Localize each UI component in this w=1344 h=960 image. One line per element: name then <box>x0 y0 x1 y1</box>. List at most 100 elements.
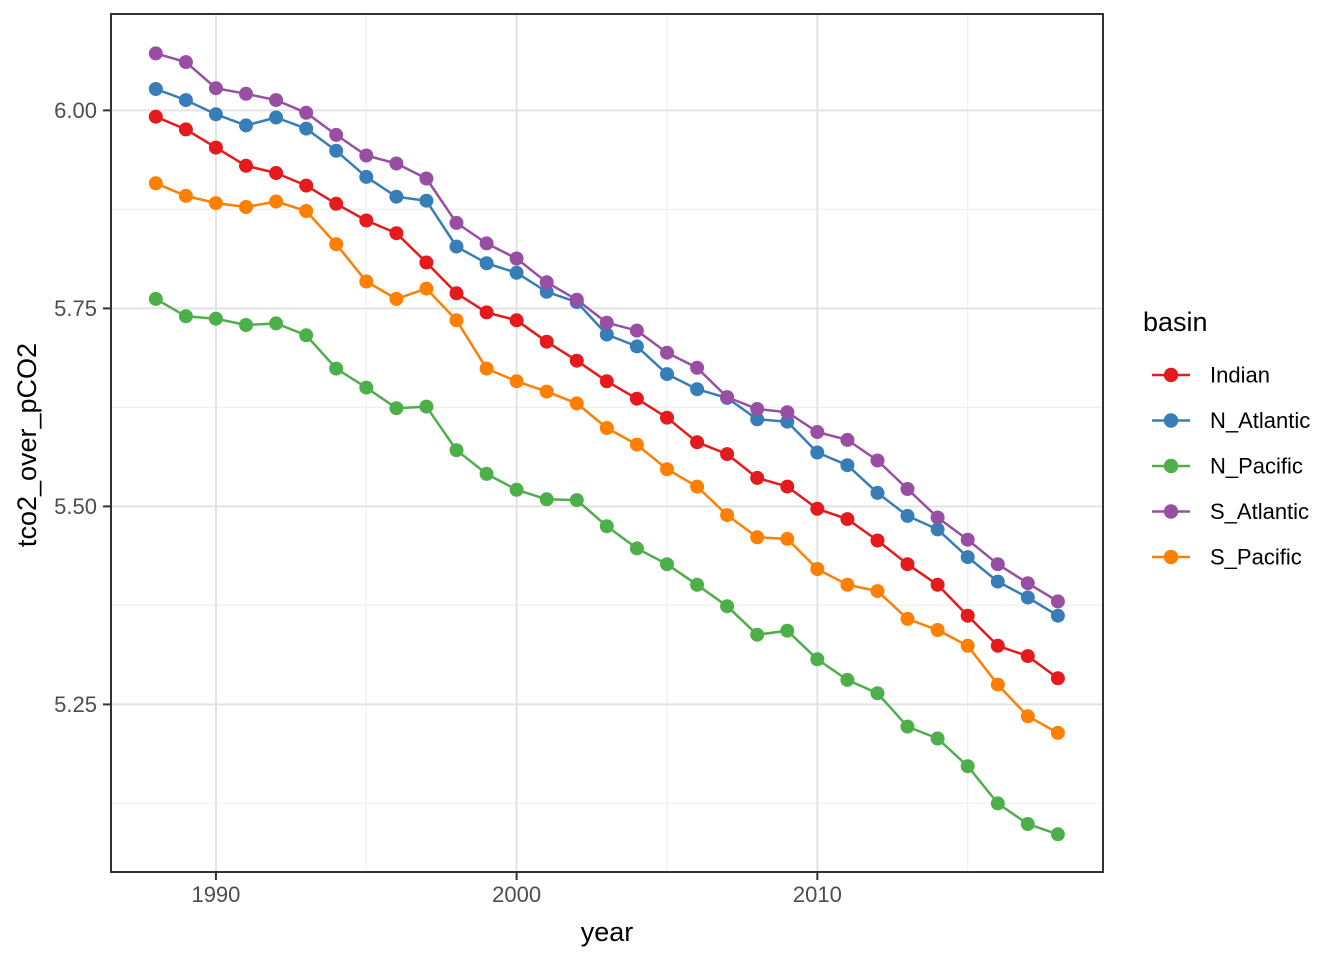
data-point-s_pacific <box>449 313 464 328</box>
data-point-s_atlantic <box>1050 594 1065 609</box>
data-point-n_atlantic <box>389 189 404 204</box>
data-point-s_pacific <box>539 384 554 399</box>
data-point-s_atlantic <box>750 402 765 416</box>
data-point-indian <box>690 435 705 450</box>
legend-label: Indian <box>1210 363 1270 388</box>
data-point-indian <box>1050 671 1065 686</box>
data-point-indian <box>780 479 795 494</box>
y-axis-title: tco2_over_pCO2 <box>12 343 42 547</box>
data-point-indian <box>569 353 584 368</box>
data-point-indian <box>840 512 855 527</box>
data-point-n_pacific <box>539 492 554 507</box>
data-point-n_atlantic <box>840 458 855 473</box>
data-point-indian <box>660 410 674 425</box>
data-point-n_pacific <box>359 380 374 395</box>
data-point-s_pacific <box>990 677 1005 692</box>
data-point-n_pacific <box>329 361 344 376</box>
data-point-n_atlantic <box>208 107 223 122</box>
legend-title: basin <box>1143 307 1208 337</box>
data-point-n_pacific <box>990 796 1005 811</box>
data-point-n_atlantic <box>900 508 915 523</box>
data-point-s_atlantic <box>569 292 584 307</box>
data-point-s_pacific <box>810 562 825 576</box>
data-point-s_pacific <box>329 237 344 252</box>
grid-major-lines <box>111 14 1103 872</box>
data-point-n_pacific <box>569 493 584 508</box>
data-point-s_atlantic <box>539 275 554 290</box>
data-point-s_pacific <box>419 281 434 296</box>
legend-label: N_Pacific <box>1210 454 1303 479</box>
data-point-indian <box>419 255 434 270</box>
data-point-s_pacific <box>208 196 223 211</box>
data-point-s_pacific <box>389 291 404 306</box>
data-point-s_atlantic <box>299 105 314 120</box>
data-point-indian <box>479 305 494 320</box>
data-point-n_atlantic <box>870 485 885 500</box>
x-tick-label: 2010 <box>793 882 842 907</box>
data-point-s_pacific <box>690 479 705 494</box>
data-point-indian <box>239 158 253 173</box>
data-point-indian <box>449 286 464 301</box>
data-point-indian <box>750 470 765 485</box>
data-point-n_pacific <box>870 686 885 701</box>
x-tick-label: 2000 <box>492 882 541 907</box>
data-point-n_atlantic <box>960 550 975 565</box>
data-point-s_atlantic <box>629 323 644 338</box>
data-point-s_atlantic <box>840 432 855 447</box>
data-point-n_atlantic <box>509 265 524 280</box>
data-point-s_atlantic <box>269 93 284 108</box>
data-point-s_pacific <box>599 421 614 435</box>
data-point-n_atlantic <box>660 367 674 382</box>
data-point-n_pacific <box>660 557 674 572</box>
legend-key-point <box>1163 413 1179 428</box>
data-point-n_pacific <box>239 318 253 332</box>
data-point-n_atlantic <box>449 239 464 254</box>
data-point-n_pacific <box>840 672 855 687</box>
data-point-s_atlantic <box>1020 576 1035 591</box>
data-point-s_pacific <box>1020 709 1035 724</box>
data-point-n_pacific <box>810 652 825 667</box>
legend-item-n_pacific: N_Pacific <box>1152 454 1303 479</box>
data-point-n_atlantic <box>1050 608 1065 623</box>
data-point-n_pacific <box>690 577 705 592</box>
data-point-indian <box>509 313 524 328</box>
data-point-s_pacific <box>509 374 524 389</box>
data-point-n_pacific <box>960 759 975 774</box>
data-point-indian <box>389 226 404 241</box>
data-point-s_atlantic <box>900 482 915 496</box>
data-point-s_atlantic <box>990 557 1005 572</box>
legend-key-point <box>1163 458 1179 474</box>
data-point-s_atlantic <box>178 55 193 70</box>
data-point-s_atlantic <box>359 148 374 163</box>
data-point-s_pacific <box>359 274 374 289</box>
legend-item-s_pacific: S_Pacific <box>1152 545 1302 570</box>
data-point-indian <box>178 122 193 137</box>
data-point-indian <box>810 501 825 516</box>
data-point-indian <box>930 577 945 592</box>
series-points <box>148 46 1065 842</box>
data-point-n_atlantic <box>269 110 284 125</box>
data-point-s_pacific <box>930 623 945 637</box>
data-point-s_atlantic <box>449 215 464 230</box>
data-point-n_pacific <box>599 519 614 534</box>
data-point-s_atlantic <box>690 360 705 375</box>
data-point-n_atlantic <box>750 412 765 427</box>
data-point-n_pacific <box>148 291 163 306</box>
data-point-n_pacific <box>629 541 644 556</box>
data-point-indian <box>960 608 975 623</box>
data-point-s_atlantic <box>930 510 945 525</box>
axis-ticks <box>103 109 819 880</box>
y-tick-label: 5.50 <box>54 494 97 519</box>
data-point-n_pacific <box>509 482 524 497</box>
legend-label: N_Atlantic <box>1210 408 1310 433</box>
data-point-s_atlantic <box>509 251 524 266</box>
data-point-s_atlantic <box>599 315 614 330</box>
data-point-n_pacific <box>299 328 314 343</box>
legend-label: S_Atlantic <box>1210 499 1309 524</box>
data-point-s_pacific <box>840 577 855 592</box>
data-point-indian <box>1020 649 1035 664</box>
data-point-indian <box>870 533 885 548</box>
data-point-indian <box>720 447 735 462</box>
data-point-n_pacific <box>780 623 795 638</box>
